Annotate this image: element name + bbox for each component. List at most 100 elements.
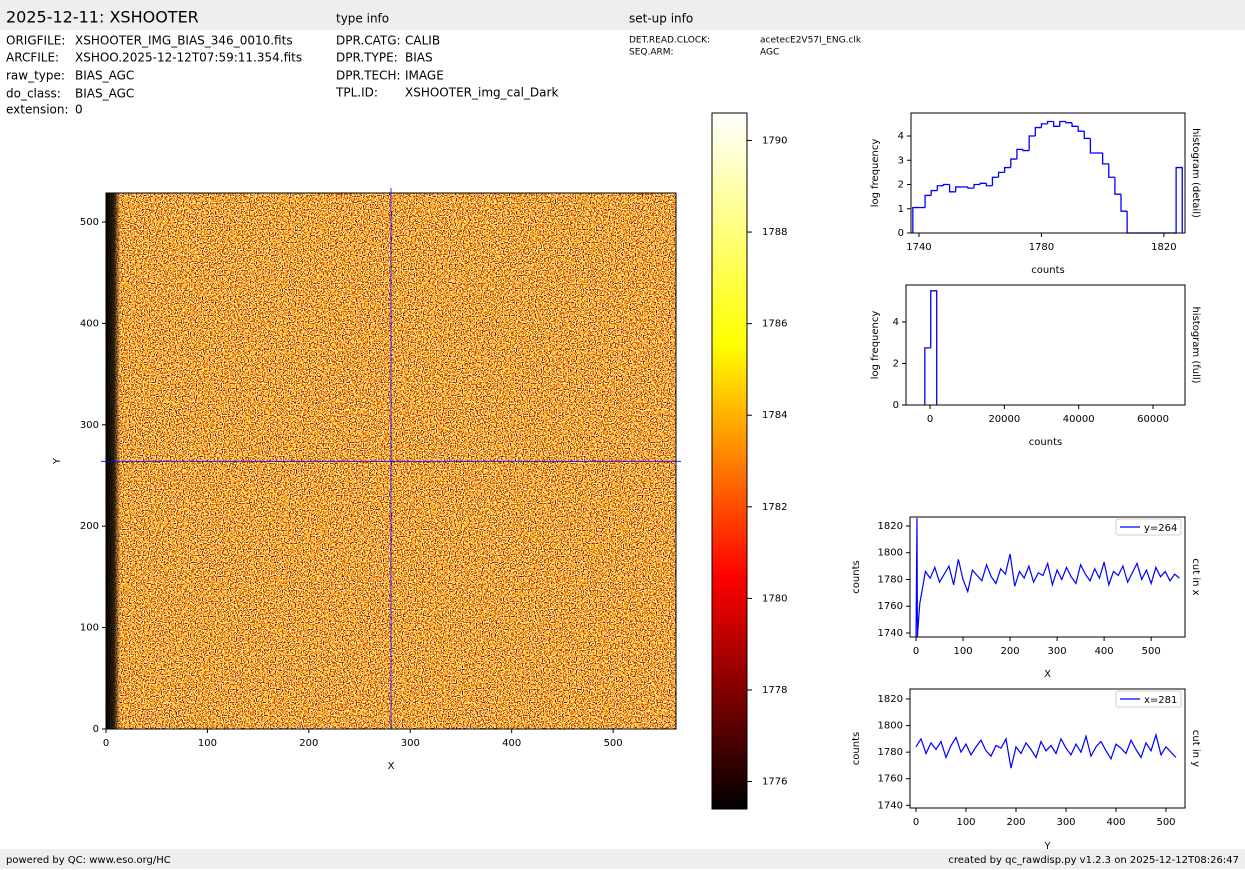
y-tick-label: 1778 <box>762 685 787 696</box>
x-tick-label: 0 <box>913 646 919 657</box>
x-axis-label: counts <box>1029 437 1062 448</box>
x-tick-label: 400 <box>1095 646 1114 657</box>
info-value: 0 <box>75 103 83 117</box>
y-tick-label: 1820 <box>878 521 903 532</box>
y-tick-label: 4 <box>893 317 899 328</box>
setup-key: SEQ.ARM: <box>629 48 674 58</box>
x-tick-label: 100 <box>953 646 972 657</box>
histogram-step <box>1046 120 1054 124</box>
x-tick-label: 1740 <box>906 242 931 253</box>
axes-frame <box>910 112 1186 234</box>
histogram-step <box>948 184 956 193</box>
type-value: XSHOOTER_img_cal_Dark <box>405 86 558 100</box>
histogram-step <box>1120 194 1128 212</box>
info-value: BIAS_AGC <box>75 69 134 83</box>
header-band <box>0 0 1245 30</box>
histogram-step <box>1126 211 1134 234</box>
footer-left: powered by QC: www.eso.org/HC <box>6 855 171 866</box>
chart-line: x=281 0 100 200 300 400 500 1740 1760 1780 1800 182… <box>851 688 1201 852</box>
histogram-step <box>1108 163 1115 178</box>
y-tick-label: 1782 <box>762 502 787 513</box>
x-tick-label: 200 <box>1006 817 1025 828</box>
histogram-step <box>1114 177 1122 195</box>
y-axis-label: log frequency <box>870 311 881 380</box>
histogram-step <box>1028 135 1036 151</box>
x-tick-label: 0 <box>913 817 919 828</box>
side-label: cut in y <box>1190 730 1201 767</box>
histogram-step <box>997 171 1005 178</box>
chart-histogram: 1740 1780 1820 0 1 2 3 4 counts log frequency hist… <box>870 112 1201 276</box>
x-tick-label: 300 <box>1048 646 1067 657</box>
histogram-step <box>1077 126 1085 132</box>
info-value: BIAS_AGC <box>75 87 134 101</box>
x-axis-label: Y <box>1043 841 1051 852</box>
chart-line: y=264 0 100 200 300 400 500 1740 1760 1780 1800 182… <box>851 516 1201 680</box>
y-tick-label: 2 <box>898 180 904 191</box>
axes-frame <box>909 516 1186 638</box>
type-value: BIAS <box>405 51 433 65</box>
x-tick-label: 1780 <box>1029 242 1054 253</box>
side-label: histogram (detail) <box>1190 128 1201 218</box>
info-key: ORIGFILE: <box>6 34 65 48</box>
chart-colorbar: 1776 1778 1780 1782 1784 1786 1788 1790 <box>711 112 787 810</box>
histogram-step <box>912 206 919 233</box>
x-tick-label: 500 <box>1156 817 1175 828</box>
histogram-step <box>973 183 981 189</box>
histogram-step <box>955 186 962 192</box>
histogram-step <box>936 185 944 191</box>
x-tick-label: 1820 <box>1151 242 1176 253</box>
x-axis-label: X <box>1044 669 1051 680</box>
y-tick-label: 2 <box>893 358 899 369</box>
chart-heatmap: 0 100 200 300 400 500 0 100 200 300 400 500 X Y <box>52 188 681 772</box>
histogram-step <box>991 176 999 186</box>
type-key: DPR.CATG: <box>336 34 401 48</box>
footer-band <box>0 849 1245 869</box>
y-tick-label: 1 <box>898 204 904 215</box>
y-tick-label: 1786 <box>762 319 787 330</box>
x-tick-label: 200 <box>1001 646 1020 657</box>
histogram-step <box>1059 120 1066 127</box>
y-tick-label: 1780 <box>762 593 787 604</box>
y-tick-label: 1760 <box>878 601 903 612</box>
histogram-step <box>1089 138 1097 154</box>
legend-box <box>1115 690 1182 708</box>
y-tick-label: 1740 <box>878 628 903 639</box>
type-value: IMAGE <box>405 69 444 83</box>
x-tick-label: 40000 <box>1063 414 1095 425</box>
y-axis-label: counts <box>851 732 862 765</box>
histogram-step <box>1102 153 1109 165</box>
info-key: raw_type: <box>6 69 65 83</box>
y-axis-label: log frequency <box>870 139 881 208</box>
histogram-step <box>924 194 932 208</box>
page-title: 2025-12-11: XSHOOTER <box>6 8 199 27</box>
y-tick-label: 0 <box>893 400 899 411</box>
info-key: do_class: <box>6 87 61 101</box>
y-tick-label: 1776 <box>762 777 787 788</box>
x-axis-label: X <box>388 761 395 772</box>
histogram-step <box>1175 166 1183 233</box>
legend-box <box>1115 518 1182 536</box>
legend-label: y=264 <box>1144 523 1177 534</box>
y-tick-label: 0 <box>93 724 99 735</box>
y-tick-label: 4 <box>898 131 904 142</box>
y-axis-label: Y <box>52 457 63 465</box>
y-tick-label: 300 <box>80 420 99 431</box>
info-key: extension: <box>6 103 69 117</box>
axes-frame <box>909 688 1186 809</box>
info-value: XSHOO.2025-12-12T07:59:11.354.fits <box>75 51 302 65</box>
type-key: DPR.TECH: <box>336 69 401 83</box>
type-title: type info <box>336 12 389 26</box>
y-tick-label: 1800 <box>878 548 903 559</box>
histogram-step <box>930 189 938 196</box>
chart-histogram: 0 20000 40000 60000 0 2 4 counts log frequency hi… <box>870 284 1201 448</box>
type-key: TPL.ID: <box>335 86 378 100</box>
x-tick-label: 100 <box>198 738 217 749</box>
histogram-step <box>1053 121 1060 127</box>
x-tick-label: 0 <box>927 414 933 425</box>
y-tick-label: 500 <box>80 217 99 228</box>
setup-title: set-up info <box>629 12 693 26</box>
y-tick-label: 1800 <box>878 721 903 732</box>
histogram-step <box>1022 149 1030 152</box>
histogram-step <box>924 347 931 405</box>
